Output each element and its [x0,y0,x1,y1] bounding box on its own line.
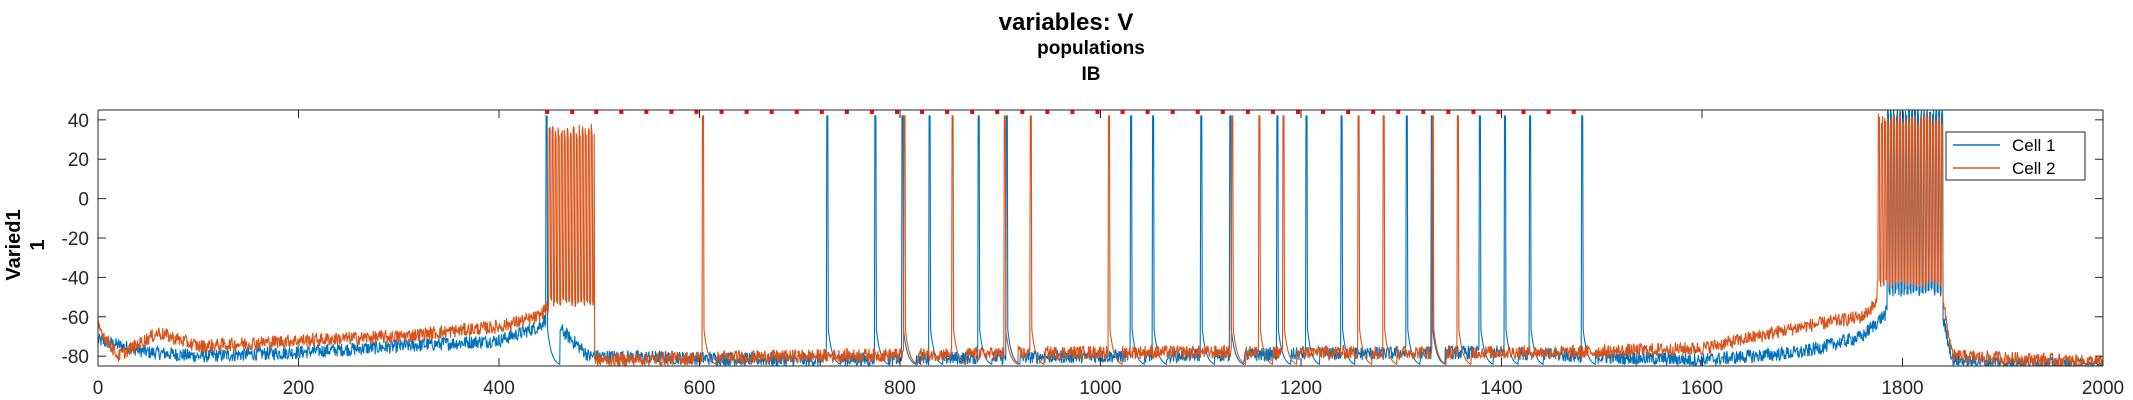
x-tick-label-2000: 2000 [2082,378,2124,399]
spike-marker-23 [1120,109,1125,114]
y-tick-label-20: 20 [68,150,89,171]
spike-marker-11 [819,109,824,114]
x-tick-label-200: 200 [283,378,315,399]
spike-marker-25 [1170,109,1175,114]
spike-marker-12 [844,109,849,114]
x-tick-label-1600: 1600 [1681,378,1723,399]
spike-marker-40 [1546,109,1551,114]
spike-marker-9 [769,109,774,114]
y-axis-label-line2: 1 [27,239,49,250]
spike-marker-35 [1421,109,1426,114]
spike-marker-10 [794,109,799,114]
spike-marker-32 [1346,109,1351,114]
chart-title: variables: V [999,9,1134,36]
spike-marker-3 [619,109,624,114]
spike-marker-38 [1496,109,1501,114]
chart-subtitle-populations: populations [1037,38,1145,59]
y-tick-label--80: -80 [62,347,89,368]
spike-marker-20 [1045,109,1050,114]
spike-marker-26 [1195,109,1200,114]
legend-box [1945,131,2086,181]
spike-marker-1 [570,109,575,114]
spike-marker-33 [1371,109,1376,114]
series-group [98,110,2103,366]
spike-marker-5 [669,109,674,114]
spike-marker-6 [694,109,699,114]
spike-marker-39 [1521,109,1526,114]
spike-marker-24 [1145,109,1150,114]
plot-area: 0 200 400 600 800 1000 1200 1400 1600 1800 2000402… [62,109,2124,399]
legend-label-cell-1: Cell 1 [2012,136,2055,155]
spike-marker-18 [995,109,1000,114]
spike-marker-15 [920,109,925,114]
spike-marker-8 [744,109,749,114]
x-tick-label-800: 800 [884,378,916,399]
spike-marker-27 [1220,109,1225,114]
x-tick-label-1200: 1200 [1280,378,1322,399]
spike-marker-19 [1020,109,1025,114]
y-tick-label--60: -60 [62,308,89,329]
spike-marker-22 [1095,109,1100,114]
x-tick-label-1800: 1800 [1881,378,1923,399]
x-tick-label-1400: 1400 [1480,378,1522,399]
series-line-cell-2 [98,114,2103,366]
legend-label-cell-2: Cell 2 [2012,159,2055,178]
y-tick-label--20: -20 [62,229,89,250]
spike-marker-31 [1321,109,1326,114]
spike-marker-17 [970,109,975,114]
spike-marker-14 [894,109,899,114]
spike-marker-41 [1571,109,1576,114]
spike-marker-30 [1295,109,1300,114]
spike-marker-34 [1396,109,1401,114]
y-axis-label-line1: Varied1 [3,209,25,280]
chart-subtitle-ib: IB [1082,64,1101,85]
spike-marker-29 [1270,109,1275,114]
spike-marker-28 [1245,109,1250,114]
y-tick-label-0: 0 [78,190,89,211]
spike-marker-36 [1446,109,1451,114]
spike-marker-37 [1471,109,1476,114]
x-tick-label-1000: 1000 [1079,378,1121,399]
y-tick-label--40: -40 [62,268,89,289]
spike-marker-2 [594,109,599,114]
x-tick-label-400: 400 [483,378,515,399]
y-tick-label-40: 40 [68,111,89,132]
x-tick-label-600: 600 [684,378,716,399]
legend[interactable]: Cell 1 Cell 2 [1945,131,2086,181]
spike-marker-21 [1070,109,1075,114]
spike-marker-16 [945,109,950,114]
spike-marker-4 [644,109,649,114]
x-tick-label-0: 0 [93,378,104,399]
spike-marker-13 [869,109,874,114]
spike-marker-7 [719,109,724,114]
spike-marker-0 [545,109,550,114]
